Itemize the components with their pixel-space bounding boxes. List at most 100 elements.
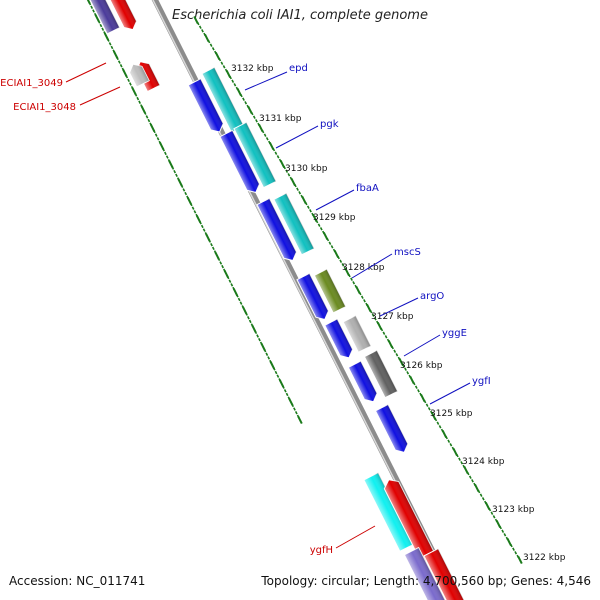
right-track-tick (499, 525, 502, 530)
right-track-tick (458, 457, 461, 461)
right-track-tick (198, 25, 202, 29)
right-track-tick (304, 201, 308, 206)
right-track-tick (276, 155, 280, 159)
gene-feature[interactable] (423, 548, 467, 600)
right-track-tick (360, 295, 364, 299)
right-track-tick (514, 551, 518, 555)
right-track-tick (391, 345, 394, 350)
gene-label-fbaA[interactable]: fbaA (356, 183, 379, 194)
right-track-tick (358, 291, 362, 296)
left-track-tick (246, 316, 250, 320)
right-track-tick (477, 489, 481, 494)
gene-label-argO[interactable]: argO (420, 291, 444, 302)
left-track-tick (226, 275, 230, 280)
gene-feature[interactable] (127, 61, 150, 88)
left-track-tick (221, 264, 224, 269)
right-track-tick (287, 173, 291, 177)
left-track-tick (90, 5, 94, 10)
right-track-tick (283, 165, 286, 170)
right-track-tick (363, 299, 366, 303)
gene-label-ygfI[interactable]: ygfI (472, 376, 491, 387)
left-track-tick (200, 224, 204, 229)
left-track-tick (294, 410, 298, 415)
left-track-tick (282, 385, 285, 389)
gene-label-pgk[interactable]: pgk (320, 119, 339, 130)
right-track-tick (466, 471, 470, 476)
gene-feature[interactable] (256, 197, 299, 263)
gene-feature[interactable] (313, 268, 347, 314)
left-track-tick (237, 297, 241, 302)
right-track-tick (455, 453, 459, 458)
gene-feature[interactable] (347, 360, 379, 405)
left-track-tick (138, 100, 142, 104)
left-track-tick (202, 228, 206, 232)
left-track-tick (293, 407, 296, 411)
left-track-tick (88, 1, 92, 6)
gene-feature[interactable] (342, 314, 372, 354)
right-track-tick (371, 313, 375, 317)
left-track-tick (164, 151, 167, 156)
left-track-tick (173, 169, 177, 174)
left-track-tick (191, 206, 195, 210)
gene-label-mscS[interactable]: mscS (394, 247, 421, 258)
gene-feature[interactable] (403, 546, 447, 600)
right-track-tick (231, 79, 235, 83)
left-track-tick (235, 294, 239, 298)
right-track-tick (423, 399, 427, 404)
left-track-tick (108, 42, 112, 46)
left-tick-track (86, 0, 303, 425)
left-track-tick (154, 133, 158, 137)
right-track-tick (460, 461, 464, 465)
right-track-tick (242, 97, 245, 101)
left-track-tick (239, 301, 243, 305)
kbp-label-3122: 3122 kbp (523, 553, 566, 563)
gene-feature[interactable] (106, 0, 139, 33)
right-track-tick (471, 479, 474, 483)
gene-feature[interactable] (324, 318, 355, 361)
left-track-tick (219, 261, 223, 265)
right-tick-track (193, 15, 523, 565)
left-track-tick (171, 166, 175, 170)
right-track-tick (417, 389, 420, 393)
left-track-tick (263, 348, 267, 353)
gene-label-ECIAI1_3048[interactable]: ECIAI1_3048 (13, 102, 76, 113)
left-track-tick (136, 96, 140, 101)
gene-feature[interactable] (187, 78, 226, 135)
right-track-tick (239, 93, 243, 98)
gene-label-yggE[interactable]: yggE (442, 328, 467, 339)
right-track-tick (252, 115, 256, 119)
left-track-tick (285, 392, 289, 397)
right-track-tick (380, 327, 384, 332)
right-track-tick (382, 331, 386, 335)
gene-label-epd[interactable]: epd (289, 63, 308, 74)
left-track-tick (267, 356, 271, 360)
right-track-tick (298, 191, 302, 195)
right-track-tick (293, 183, 297, 188)
gene-feature[interactable] (233, 121, 277, 189)
gene-feature[interactable] (296, 272, 331, 322)
gene-feature[interactable] (219, 129, 262, 195)
left-track-tick (175, 173, 178, 178)
right-track-tick (244, 101, 248, 105)
gene-feature[interactable] (273, 192, 315, 256)
right-track-tick (263, 133, 267, 137)
right-track-tick (438, 425, 442, 429)
right-track-tick (328, 241, 332, 245)
left-track-tick (265, 352, 269, 356)
right-track-tick (350, 277, 353, 281)
right-track-tick (412, 381, 416, 386)
left-track-tick (152, 129, 156, 134)
right-track-tick (436, 421, 440, 425)
kbp-label-3132: 3132 kbp (231, 64, 274, 74)
right-track-tick (201, 29, 204, 33)
gene-label-ECIAI1_3049[interactable]: ECIAI1_3049 (0, 78, 63, 89)
topology-text: Topology: circular; Length: 4,700,560 bp… (261, 574, 591, 588)
gene-feature[interactable] (374, 403, 411, 456)
right-track-tick (337, 255, 340, 260)
gene-label-ygfH[interactable]: ygfH (310, 545, 333, 556)
right-track-tick (373, 317, 377, 321)
left-track-tick (101, 27, 105, 31)
right-track-tick (255, 119, 258, 123)
gene-feature[interactable] (87, 0, 121, 35)
gene-feature[interactable] (363, 349, 399, 399)
